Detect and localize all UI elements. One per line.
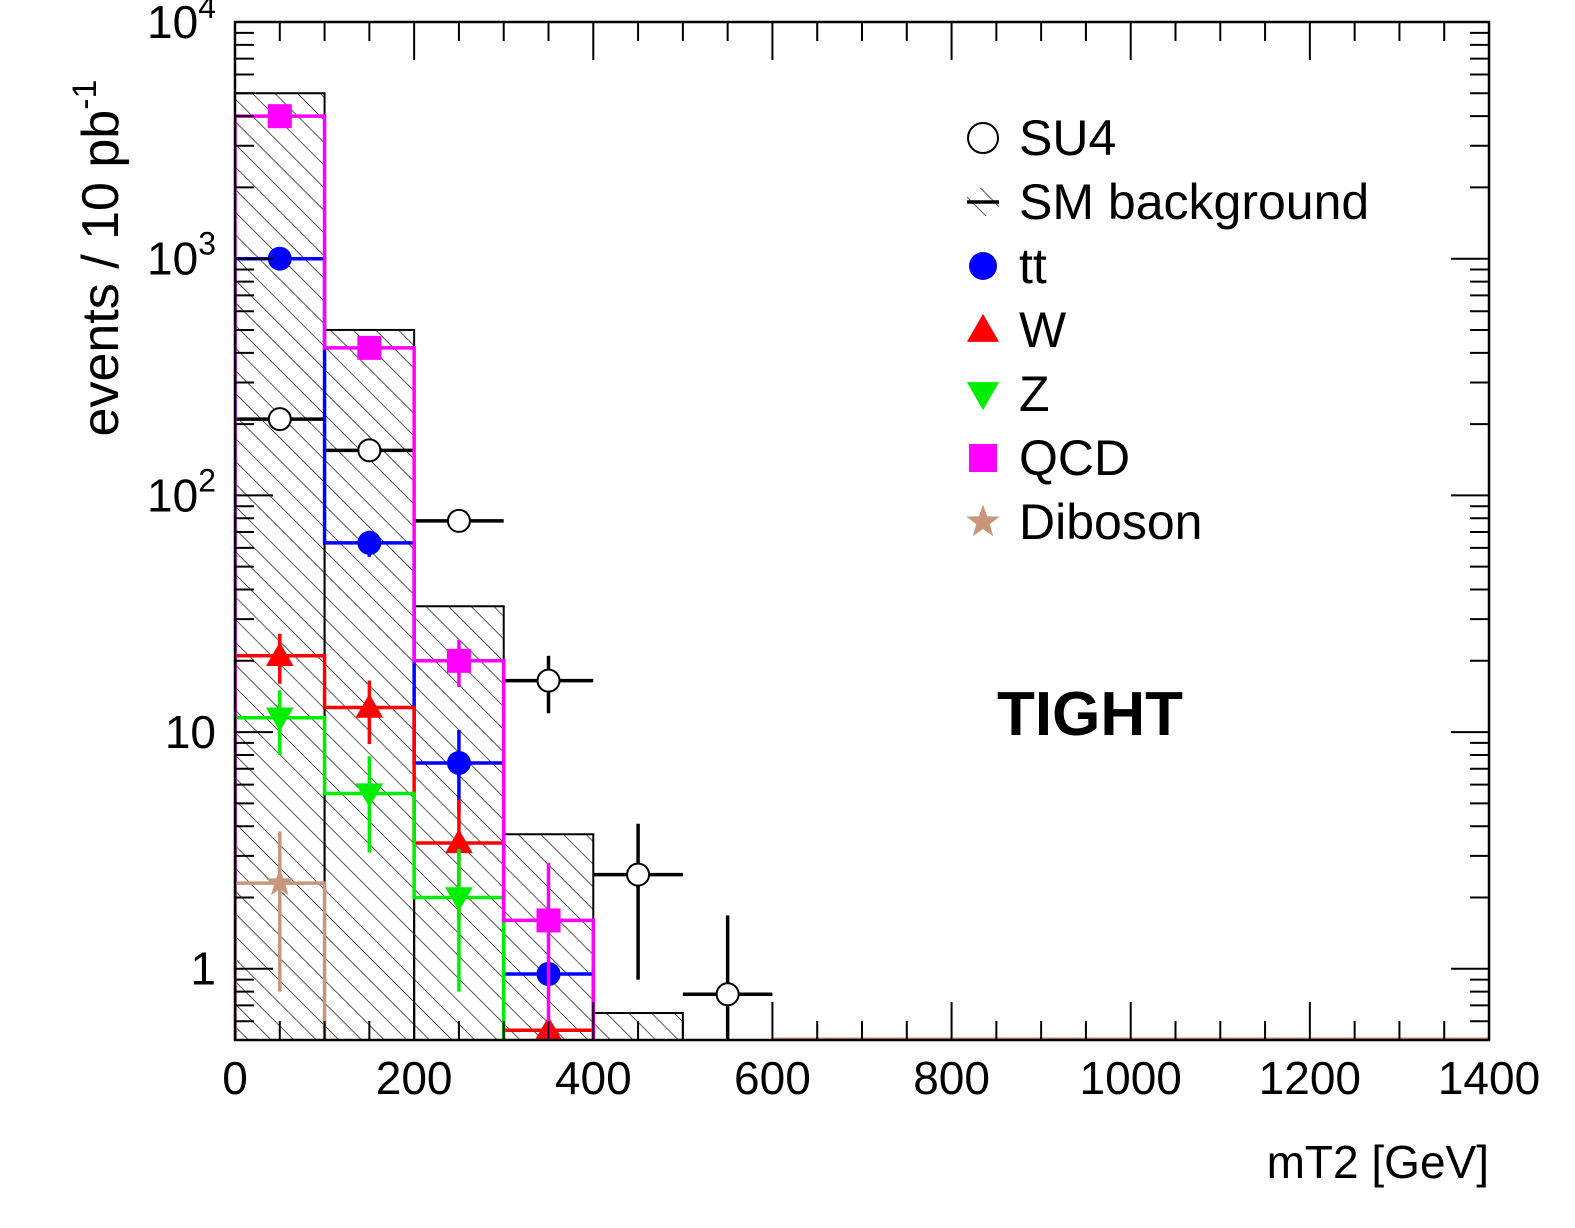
x-tick-label: 0 xyxy=(222,1052,248,1104)
legend-z-marker xyxy=(966,382,1000,411)
series-su4 xyxy=(235,407,773,1040)
x-tick-label: 600 xyxy=(734,1052,811,1104)
y-tick-label: 103 xyxy=(147,226,216,285)
legend-label: QCD xyxy=(1019,430,1130,486)
y-tick-label: 1 xyxy=(190,943,216,995)
su4-marker xyxy=(267,407,292,432)
x-tick-label: 1000 xyxy=(1080,1052,1182,1104)
legend-label: tt xyxy=(1019,238,1047,294)
y-tick-label: 104 xyxy=(147,0,216,48)
axes: 0 200 400 600 800 1000 1200 1400 1 10 102 103 104 xyxy=(147,0,1540,1104)
x-tick-label: 400 xyxy=(555,1052,632,1104)
y-tick-label: 10 xyxy=(165,706,216,758)
qcd-marker xyxy=(267,104,292,129)
series-qcd xyxy=(235,104,596,1040)
y-tick-label: 102 xyxy=(147,462,216,521)
legend-su4-marker xyxy=(967,122,999,154)
x-axis-title: mT2 [GeV] xyxy=(1267,1136,1489,1188)
w-marker xyxy=(445,829,473,854)
legend-label: SU4 xyxy=(1019,110,1116,166)
tt-marker xyxy=(357,530,382,555)
legend-label: Diboson xyxy=(1019,494,1202,550)
tt-marker xyxy=(267,246,292,271)
tt-marker xyxy=(446,751,471,776)
x-tick-label: 200 xyxy=(376,1052,453,1104)
annotation-tight: TIGHT xyxy=(997,680,1183,749)
w-marker xyxy=(355,693,384,718)
legend-tt-marker xyxy=(969,252,997,280)
x-tick-label: 800 xyxy=(913,1052,990,1104)
series-layer xyxy=(235,104,1489,1040)
w-marker xyxy=(265,641,294,666)
legend-diboson-marker xyxy=(966,504,1000,537)
legend: SU4 SM background tt WZ QCD Diboson xyxy=(966,110,1369,550)
z-marker xyxy=(445,887,473,912)
legend-w-marker xyxy=(966,313,1000,342)
qcd-marker xyxy=(446,648,471,673)
su4-marker xyxy=(357,438,382,463)
qcd-marker xyxy=(536,908,561,933)
legend-label: Z xyxy=(1019,366,1050,422)
series-z xyxy=(235,690,506,1040)
series-diboson xyxy=(235,831,327,1040)
su4-marker xyxy=(446,508,471,533)
x-tick-label: 1200 xyxy=(1259,1052,1361,1104)
z-marker xyxy=(265,707,294,732)
legend-qcd-marker xyxy=(969,444,997,472)
qcd-marker xyxy=(357,335,382,360)
z-marker xyxy=(355,783,384,808)
su4-marker xyxy=(536,668,561,693)
x-tick-label: 1400 xyxy=(1438,1052,1540,1104)
diboson-marker xyxy=(265,868,295,896)
y-axis-title: events / 10 pb-1 xyxy=(66,80,130,437)
su4-marker xyxy=(715,982,740,1007)
legend-label: W xyxy=(1019,302,1067,358)
su4-marker xyxy=(626,862,651,887)
legend-label: SM background xyxy=(1019,174,1369,230)
